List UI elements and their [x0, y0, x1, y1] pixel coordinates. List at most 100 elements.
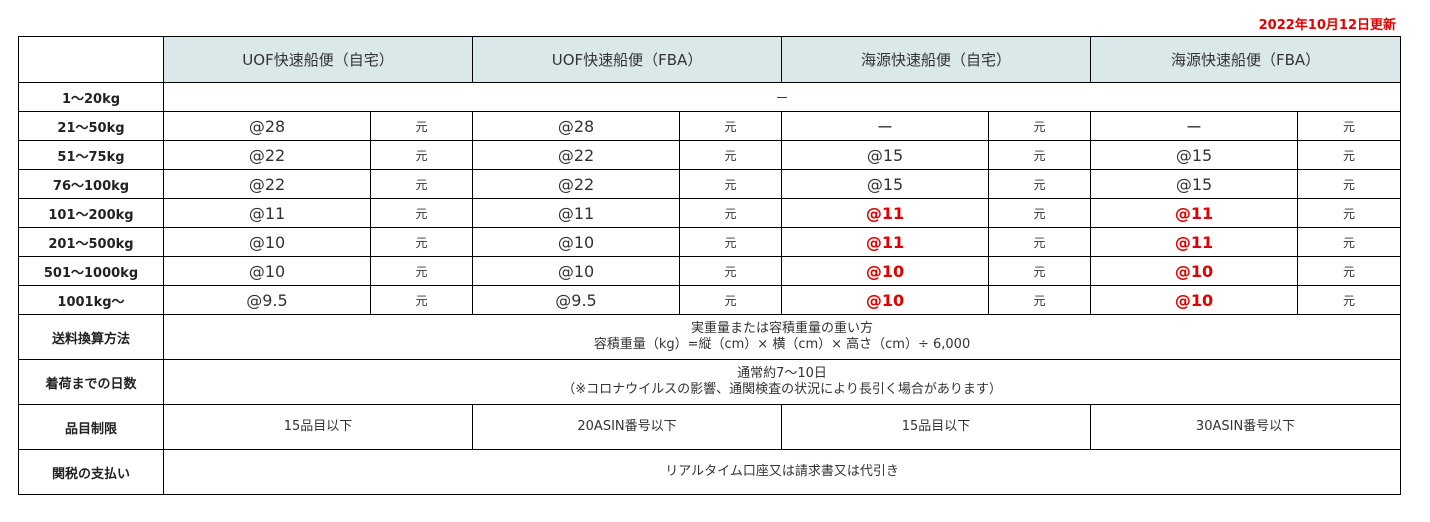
currency-unit: 元 [1297, 169, 1402, 199]
row-label: 送料換算方法 [18, 314, 164, 360]
item-limit-haiyuan-fba: 30ASIN番号以下 [1090, 404, 1402, 450]
price-haiyuan-home: @11 [781, 227, 990, 257]
price-haiyuan-home: @10 [781, 285, 990, 315]
price-haiyuan-fba: @15 [1090, 169, 1299, 199]
column-header-uof-fba: UOF快速船便（FBA） [472, 36, 783, 83]
shipping-calc-cell: 実重量または容積重量の重い方 容積重量（kg）=縦（cm）× 横（cm）× 高さ… [162, 314, 1402, 360]
price-uof-fba: @22 [472, 169, 681, 199]
price-haiyuan-home: @11 [781, 198, 990, 228]
price-haiyuan-home: @15 [781, 169, 990, 199]
price-uof-home: @10 [163, 227, 371, 257]
currency-unit: 元 [1297, 256, 1402, 286]
price-uof-fba: @10 [472, 227, 681, 257]
currency-unit: 元 [679, 198, 783, 228]
price-haiyuan-home: @10 [781, 256, 990, 286]
delivery-days-line1: 通常約7～10日 [737, 366, 827, 381]
row-label: 76～100kg [18, 169, 164, 199]
currency-unit: 元 [679, 111, 783, 141]
price-uof-home: @10 [163, 256, 371, 286]
delivery-days-line2: （※コロナウイルスの影響、通関検査の状況により長引く場合があります） [562, 382, 1002, 397]
price-haiyuan-fba: @10 [1090, 285, 1299, 315]
not-available-cell: ー [162, 82, 1402, 112]
row-label: 201～500kg [18, 227, 164, 257]
price-haiyuan-fba: ー [1090, 111, 1299, 141]
currency-unit: 元 [988, 285, 1092, 315]
currency-unit: 元 [679, 140, 783, 170]
item-limit-uof-home: 15品目以下 [162, 404, 474, 450]
row-label: 1～20kg [18, 82, 164, 112]
item-limit-haiyuan-home: 15品目以下 [781, 404, 1092, 450]
currency-unit: 元 [1297, 140, 1402, 170]
currency-unit: 元 [988, 111, 1092, 141]
row-label: 品目制限 [18, 404, 164, 450]
currency-unit: 元 [988, 256, 1092, 286]
shipping-calc-line2: 容積重量（kg）=縦（cm）× 横（cm）× 高さ（cm）÷ 6,000 [593, 337, 971, 352]
currency-unit: 元 [1297, 198, 1402, 228]
price-haiyuan-home: ー [781, 111, 990, 141]
column-header-haiyuan-home: 海源快速船便（自宅） [781, 36, 1092, 83]
corner-cell [18, 36, 164, 83]
table-row: 1001kg～ @9.5 元 @9.5 元 @10 元 @10 元 [18, 285, 1402, 315]
table-row: 51～75kg @22 元 @22 元 @15 元 @15 元 [18, 140, 1402, 170]
header-row: UOF快速船便（自宅） UOF快速船便（FBA） 海源快速船便（自宅） 海源快速… [18, 36, 1402, 83]
price-uof-fba: @11 [472, 198, 681, 228]
currency-unit: 元 [988, 198, 1092, 228]
price-uof-home: @11 [163, 198, 371, 228]
currency-unit: 元 [1297, 285, 1402, 315]
delivery-days-cell: 通常約7～10日 （※コロナウイルスの影響、通関検査の状況により長引く場合があり… [162, 359, 1402, 405]
price-uof-fba: @28 [472, 111, 681, 141]
table-row: 201～500kg @10 元 @10 元 @11 元 @11 元 [18, 227, 1402, 257]
table-row: 501～1000kg @10 元 @10 元 @10 元 @10 元 [18, 256, 1402, 286]
shipping-calc-line1: 実重量または容積重量の重い方 [691, 321, 874, 336]
table-row: 着荷までの日数 通常約7～10日 （※コロナウイルスの影響、通関検査の状況により… [18, 359, 1402, 405]
currency-unit: 元 [679, 169, 783, 199]
column-header-uof-home: UOF快速船便（自宅） [162, 36, 474, 83]
currency-unit: 元 [369, 285, 474, 315]
price-haiyuan-fba: @11 [1090, 227, 1299, 257]
item-limit-uof-fba: 20ASIN番号以下 [472, 404, 783, 450]
row-label: 501～1000kg [18, 256, 164, 286]
price-uof-fba: @22 [472, 140, 681, 170]
row-label: 1001kg～ [18, 285, 164, 315]
currency-unit: 元 [369, 140, 474, 170]
price-haiyuan-fba: @15 [1090, 140, 1299, 170]
currency-unit: 元 [679, 227, 783, 257]
currency-unit: 元 [369, 227, 474, 257]
table-row: 76～100kg @22 元 @22 元 @15 元 @15 元 [18, 169, 1402, 199]
currency-unit: 元 [679, 285, 783, 315]
row-label: 21～50kg [18, 111, 164, 141]
table-row: 21～50kg @28 元 @28 元ー元ー元 [18, 111, 1402, 141]
currency-unit: 元 [369, 256, 474, 286]
table-row: 101～200kg @11 元 @11 元 @11 元 @11 元 [18, 198, 1402, 228]
table-row: 品目制限 15品目以下 20ASIN番号以下 15品目以下 30ASIN番号以下 [18, 404, 1402, 450]
price-haiyuan-fba: @10 [1090, 256, 1299, 286]
table-row: 1～20kg ー [18, 82, 1402, 112]
price-uof-home: @28 [163, 111, 371, 141]
table-row: 送料換算方法 実重量または容積重量の重い方 容積重量（kg）=縦（cm）× 横（… [18, 314, 1402, 360]
price-uof-fba: @9.5 [472, 285, 681, 315]
updated-date: 2022年10月12日更新 [1258, 18, 1396, 33]
row-label: 51～75kg [18, 140, 164, 170]
table-row: 関税の支払い リアルタイム口座又は請求書又は代引き [18, 449, 1402, 495]
column-header-haiyuan-fba: 海源快速船便（FBA） [1090, 36, 1402, 83]
shipping-rate-table: UOF快速船便（自宅） UOF快速船便（FBA） 海源快速船便（自宅） 海源快速… [18, 36, 1402, 495]
currency-unit: 元 [988, 140, 1092, 170]
row-label: 関税の支払い [18, 449, 164, 495]
currency-unit: 元 [988, 169, 1092, 199]
price-uof-fba: @10 [472, 256, 681, 286]
row-label: 101～200kg [18, 198, 164, 228]
currency-unit: 元 [369, 169, 474, 199]
currency-unit: 元 [369, 111, 474, 141]
currency-unit: 元 [1297, 111, 1402, 141]
price-haiyuan-fba: @11 [1090, 198, 1299, 228]
payment-cell: リアルタイム口座又は請求書又は代引き [162, 449, 1402, 495]
currency-unit: 元 [1297, 227, 1402, 257]
currency-unit: 元 [679, 256, 783, 286]
price-haiyuan-home: @15 [781, 140, 990, 170]
currency-unit: 元 [369, 198, 474, 228]
price-uof-home: @22 [163, 169, 371, 199]
row-label: 着荷までの日数 [18, 359, 164, 405]
price-uof-home: @22 [163, 140, 371, 170]
currency-unit: 元 [988, 227, 1092, 257]
price-uof-home: @9.5 [163, 285, 371, 315]
